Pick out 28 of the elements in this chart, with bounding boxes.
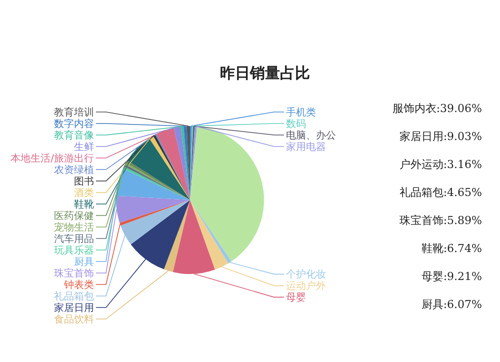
- slice-label: 生鲜: [74, 141, 94, 154]
- slice-label: 家用电器: [286, 141, 326, 154]
- slice-label: 母婴: [286, 292, 306, 304]
- slice-label: 个护化妆: [286, 268, 326, 281]
- slice-label: 钟表类: [63, 279, 94, 292]
- slice-label: 厨具: [74, 257, 94, 268]
- slice-label: 家居日用: [54, 302, 94, 314]
- notes: 服饰内衣:39.06% 家居日用:9.03% 户外运动:3.16% 礼品箱包:4.65% 珠宝首饰:5.89% 鞋靴:6.74% 母婴:9.21% 厨具:6.07%: [392, 102, 482, 311]
- slice-label: 图书: [74, 176, 94, 188]
- slice-label: 数码: [286, 119, 306, 130]
- slice-label: 本地生活/旅游出行: [10, 152, 94, 165]
- slice-label: 礼品箱包: [54, 290, 94, 303]
- slice-label: 汽车用品: [54, 233, 94, 246]
- slice-label: 运动户外: [286, 280, 326, 292]
- chart-title: 昨日销量占比: [220, 64, 310, 82]
- slice-label: 手机类: [286, 106, 316, 119]
- slice-label: 食品饮料: [54, 314, 94, 326]
- slice-label: 酒类: [74, 187, 94, 200]
- slice-label: 农资绿植: [54, 164, 94, 176]
- slice-label: 数字内容: [54, 118, 94, 130]
- slice-label: 教育培训: [54, 106, 94, 119]
- slice-label: 玩具乐器: [54, 244, 94, 257]
- slice-label: 鞋靴: [74, 198, 94, 211]
- slice-label: 电脑、办公: [286, 130, 336, 142]
- slice-label: 教育音像: [54, 130, 94, 142]
- slice-label: 医药保健: [54, 210, 94, 222]
- slice-label: 珠宝首饰: [54, 268, 94, 280]
- slice-label: 宠物生活: [54, 222, 94, 234]
